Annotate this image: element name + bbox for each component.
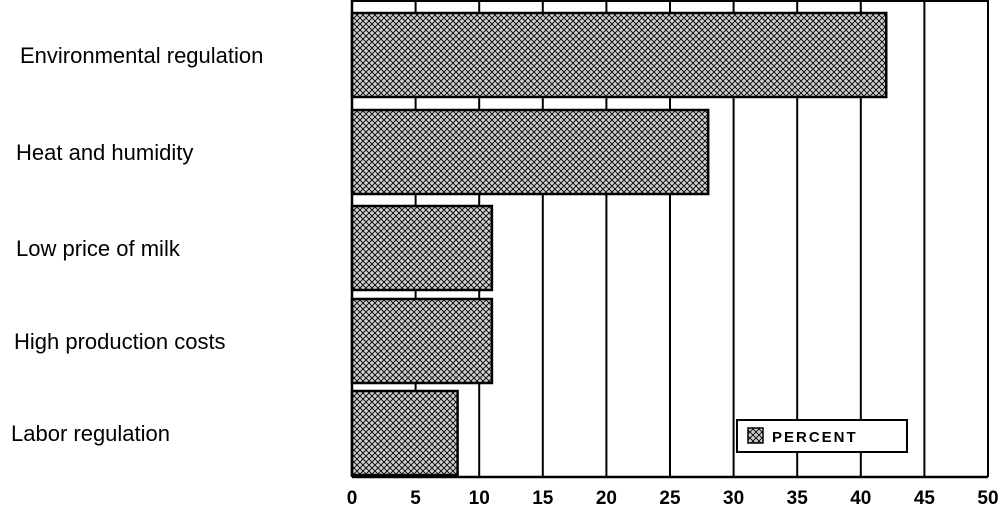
bar [350, 108, 710, 196]
bar [350, 297, 494, 385]
x-tick-label: 25 [659, 488, 681, 509]
x-tick-label: 45 [914, 488, 936, 509]
category-labels: Environmental regulation Heat and humidit… [11, 43, 263, 446]
legend-label: PERCENT [772, 429, 858, 446]
legend-swatch [747, 427, 764, 444]
category-label: Labor regulation [11, 421, 170, 446]
x-tick-label: 10 [469, 488, 490, 509]
x-tick-label: 0 [347, 488, 358, 509]
category-label: High production costs [14, 329, 226, 354]
bar [350, 389, 459, 477]
bar [350, 204, 494, 292]
category-label: Heat and humidity [16, 140, 193, 165]
bars [350, 0, 888, 477]
x-tick-label: 50 [977, 488, 998, 509]
x-tick-label: 20 [596, 488, 617, 509]
category-label: Environmental regulation [20, 43, 263, 68]
category-label: Low price of milk [16, 236, 181, 261]
x-tick-label: 30 [723, 488, 744, 509]
x-tick-label: 40 [850, 488, 871, 509]
legend: PERCENT [736, 419, 908, 453]
x-tick-label: 5 [410, 488, 421, 509]
bar [350, 11, 888, 99]
legend-box [736, 419, 908, 453]
x-tick-labels: 0 5 10 15 20 25 30 35 40 45 50 [347, 488, 999, 509]
x-tick-label: 35 [787, 488, 809, 509]
x-tick-label: 15 [532, 488, 554, 509]
